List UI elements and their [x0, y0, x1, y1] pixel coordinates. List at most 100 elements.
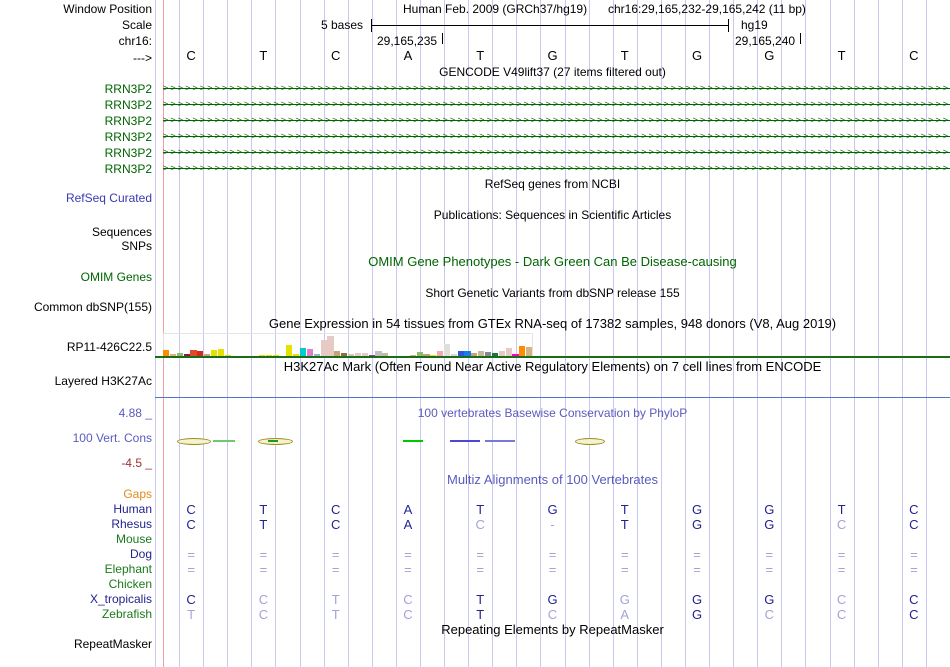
label-snps[interactable]: SNPs [121, 239, 152, 253]
gene-strand-line [163, 104, 950, 105]
alignment-base: = [259, 547, 268, 562]
alignment-base: = [404, 547, 412, 562]
gene-row[interactable]: >>>>>>>>>>>>>>>>>>>>>>>>>>>>>>>>>>>>>>>>… [155, 131, 950, 141]
label-gaps[interactable]: Gaps [123, 487, 152, 501]
label-scale: Scale [121, 18, 152, 32]
scale-bar [371, 25, 728, 26]
alignment-base: = [548, 562, 557, 577]
alignment-base: C [330, 517, 341, 532]
gridline [901, 0, 903, 667]
gene-row[interactable]: >>>>>>>>>>>>>>>>>>>>>>>>>>>>>>>>>>>>>>>>… [155, 99, 950, 109]
gene-label[interactable]: RRN3P2 [104, 130, 152, 144]
gene-label[interactable]: RRN3P2 [104, 146, 152, 160]
species-label-dog[interactable]: Dog [129, 547, 152, 561]
species-label-human[interactable]: Human [113, 502, 152, 516]
gene-row[interactable]: >>>>>>>>>>>>>>>>>>>>>>>>>>>>>>>>>>>>>>>>… [155, 163, 950, 173]
alignment-base: C [186, 502, 196, 517]
ruler-base: T [476, 48, 485, 63]
ruler-base: A [403, 48, 413, 63]
alignment-base: C [909, 517, 919, 532]
gridline [781, 0, 783, 667]
gene-label[interactable]: RRN3P2 [104, 82, 152, 96]
alignment-base: T [331, 607, 340, 622]
alignment-base: C [475, 517, 485, 532]
gtex-tissue-bar [519, 345, 526, 357]
label-sequences[interactable]: Sequences [91, 225, 152, 239]
species-base-row: = = = = = = = = = = = [155, 563, 950, 577]
gridline [805, 0, 807, 667]
alignment-base: C [836, 517, 847, 532]
gridline [588, 0, 590, 667]
gtex-tissue-bar [512, 354, 519, 357]
species-label-mouse[interactable]: Mouse [115, 532, 152, 546]
assembly-title: Human Feb. 2009 (GRCh37/hg19) [403, 2, 588, 16]
label-refseq-curated[interactable]: RefSeq Curated [65, 191, 152, 205]
gtex-tissue-bar [437, 351, 444, 357]
gene-label[interactable]: RRN3P2 [104, 114, 152, 128]
alignment-base: = [693, 547, 701, 562]
label-omim-genes[interactable]: OMIM Genes [80, 270, 152, 284]
window-position-text: chr16:29,165,232-29,165,242 (11 bp) [608, 2, 806, 16]
gridline [155, 0, 156, 667]
alignment-base: G [691, 502, 703, 517]
assembly-db-label: hg19 [741, 18, 768, 32]
species-base-row: = = = = = = = = = = = [155, 548, 950, 562]
alignment-base: = [620, 547, 629, 562]
label-strand-arrow: ---> [133, 51, 152, 65]
track-title-phylop: 100 vertebrates Basewise Conservation by… [417, 406, 688, 420]
alignment-base: G [547, 592, 558, 607]
label-100-vert-cons[interactable]: 100 Vert. Cons [72, 431, 152, 445]
species-base-row [155, 533, 950, 547]
species-label-x_tropicalis[interactable]: X_tropicalis [89, 592, 152, 606]
ruler-base: T [837, 48, 846, 63]
label-layered-h3k27ac[interactable]: Layered H3K27Ac [54, 374, 152, 388]
alignment-base: T [476, 502, 485, 517]
ruler-base: G [547, 48, 558, 63]
track-title-gencode: GENCODE V49lift37 (27 items filtered out… [439, 65, 666, 79]
gtex-expression-barchart[interactable] [163, 335, 533, 357]
alignment-base: A [620, 607, 630, 622]
gene-row[interactable]: >>>>>>>>>>>>>>>>>>>>>>>>>>>>>>>>>>>>>>>>… [155, 147, 950, 157]
alignment-base: C [330, 502, 341, 517]
gene-strand-line [163, 168, 950, 169]
species-label-chicken[interactable]: Chicken [108, 577, 152, 591]
gridline [853, 0, 855, 667]
coordinate-right: 29,165,240 [735, 34, 796, 48]
track-title-publications: Publications: Sequences in Scientific Ar… [433, 208, 672, 222]
species-base-row [155, 578, 950, 592]
species-label-elephant[interactable]: Elephant [104, 562, 152, 576]
gene-label[interactable]: RRN3P2 [104, 162, 152, 176]
alignment-base: G [691, 517, 703, 532]
ruler-base: T [620, 48, 629, 63]
species-label-zebrafish[interactable]: Zebrafish [101, 607, 152, 621]
species-label-rhesus[interactable]: Rhesus [111, 517, 152, 531]
ruler-base: T [259, 48, 268, 63]
alignment-base: = [187, 547, 195, 562]
alignment-base: T [476, 607, 485, 622]
alignment-base: = [910, 547, 918, 562]
alignment-base: C [909, 502, 919, 517]
conservation-peak-core [268, 440, 278, 442]
label-common-dbsnp[interactable]: Common dbSNP(155) [33, 300, 152, 314]
gtex-tissue-bar [300, 348, 307, 357]
gridline [925, 0, 927, 667]
label-repeatmasker[interactable]: RepeatMasker [73, 637, 152, 651]
conservation-bar [403, 440, 423, 442]
gene-label[interactable]: RRN3P2 [104, 98, 152, 112]
gtex-tissue-bar [169, 354, 176, 357]
gtex-tissue-bar [491, 353, 499, 357]
gene-row[interactable]: >>>>>>>>>>>>>>>>>>>>>>>>>>>>>>>>>>>>>>>>… [155, 83, 950, 93]
gene-direction-arrows-icon: >>>>>>>>>>>>>>>>>>>>>>>>>>>>>>>>>>>>>>>>… [163, 99, 950, 109]
gtex-tissue-bar [485, 352, 492, 357]
label-gtex-gene[interactable]: RP11-426C22.5 [66, 340, 152, 354]
gene-strand-line [163, 120, 950, 121]
alignment-base: = [837, 547, 846, 562]
alignment-base: T [331, 592, 340, 607]
ruler-base: G [764, 48, 775, 63]
gene-row[interactable]: >>>>>>>>>>>>>>>>>>>>>>>>>>>>>>>>>>>>>>>>… [155, 115, 950, 125]
track-title-multiz: Multiz Alignments of 100 Vertebrates [446, 472, 658, 487]
gtex-tissue-bar [190, 350, 197, 357]
alignment-base: C [186, 592, 196, 607]
